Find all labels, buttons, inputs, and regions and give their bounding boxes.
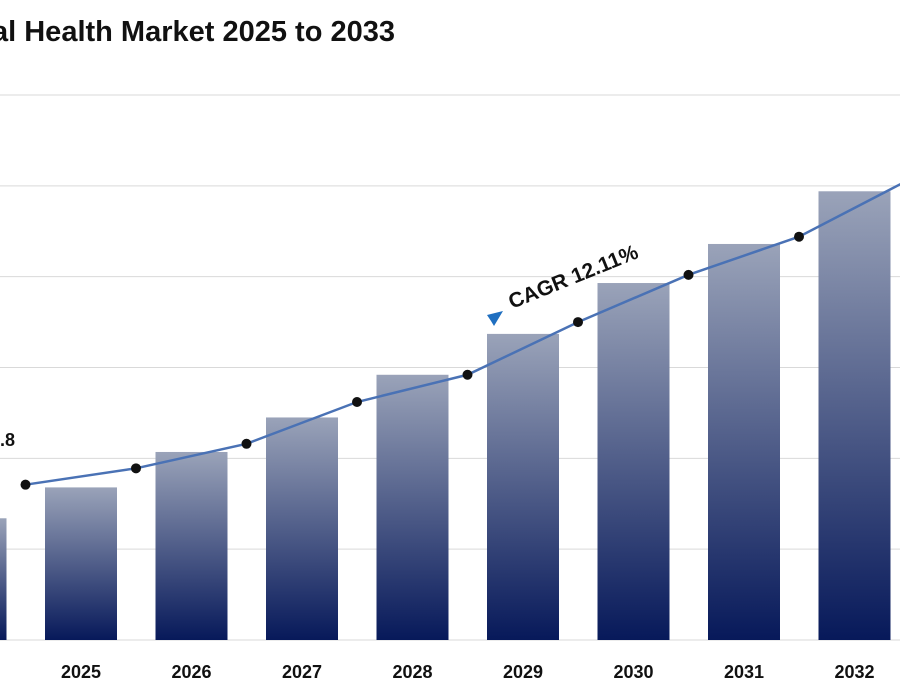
trend-marker-2031 [794,231,804,242]
trend-marker-2024 [20,479,31,490]
trend-marker-2025 [131,463,141,474]
x-tick-label: 2032 [834,662,874,682]
x-tick-label: 2028 [392,662,432,682]
x-tick-label: 2029 [503,662,543,682]
chart-title: al Health Market 2025 to 2033 [0,16,395,48]
trend-marker-2027 [352,397,362,408]
trend-marker-2026 [241,438,252,449]
x-tick-label: 2030 [613,662,653,682]
trend-line [20,182,900,490]
bar-2030 [597,283,670,640]
trend-line-path [25,182,900,486]
x-axis-ticks: 2024202520262027202820292030203120322033 [61,662,875,682]
trend-marker-2029 [573,317,583,328]
value-label: .8 [0,430,15,450]
trend-marker-2028 [462,369,473,380]
x-tick-label: 2031 [724,662,764,682]
x-tick-label: 2027 [282,662,322,682]
gridlines [0,94,900,641]
bar-2026 [155,451,228,640]
bar-2024 [0,518,7,640]
bar-2032 [818,191,891,641]
x-tick-label: 2025 [61,662,101,682]
bar-2028 [376,374,449,640]
trend-marker-2030 [683,269,694,280]
bar-2027 [266,417,338,640]
bar-2025 [45,487,117,640]
cagr-arrow-icon [437,311,503,343]
x-tick-label: 2026 [171,662,211,682]
bars [0,191,891,641]
bar-2031 [708,243,780,640]
bar-2029 [487,333,559,640]
